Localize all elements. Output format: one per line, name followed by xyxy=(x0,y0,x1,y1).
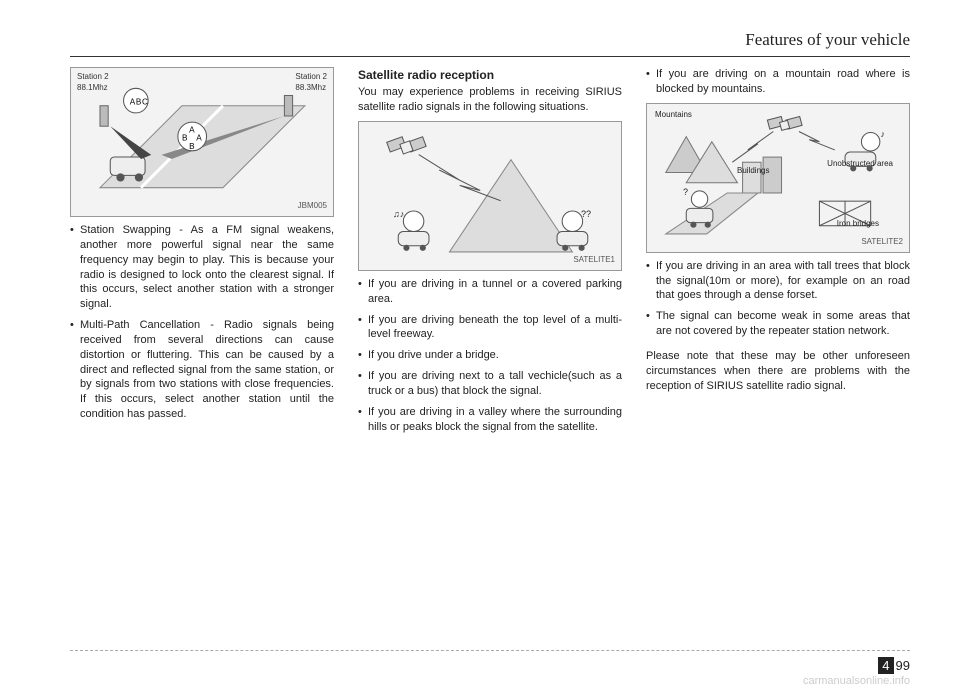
speech-bubble-question: ?? xyxy=(581,208,591,220)
page-number: 499 xyxy=(878,658,910,673)
figure-label-right: Station 2 88.3Mhz xyxy=(295,72,327,94)
section-heading: Satellite radio reception xyxy=(358,67,622,83)
speech-bubble-music: ♫♪ xyxy=(393,208,404,220)
list-item: • If you are driving next to a tall vech… xyxy=(358,369,622,399)
bullet-icon: • xyxy=(358,277,368,307)
label-iron-bridges: Iron bridges xyxy=(837,219,879,230)
footer-divider xyxy=(70,650,910,651)
bullet-icon: • xyxy=(646,259,656,304)
bullet-icon: • xyxy=(358,348,368,363)
intro-paragraph: You may experience problems in receiving… xyxy=(358,85,622,115)
bullet-text: Multi-Path Cancellation - Radio signals … xyxy=(80,318,334,422)
content-columns: Station 2 88.1Mhz Station 2 88.3Mhz ABC … xyxy=(70,67,910,440)
bullet-text: The signal can become weak in some areas… xyxy=(656,309,910,339)
bullet-text: If you are driving in a tunnel or a cove… xyxy=(368,277,622,307)
list-item: • Station Swapping - As a FM signal weak… xyxy=(70,223,334,312)
bullet-text: If you are driving next to a tall vechic… xyxy=(368,369,622,399)
section-number: 4 xyxy=(878,657,893,674)
column-2: Satellite radio reception You may experi… xyxy=(358,67,622,440)
bullet-icon: • xyxy=(646,67,656,97)
list-item: • If you drive under a bridge. xyxy=(358,348,622,363)
watermark: carmanualsonline.info xyxy=(803,675,910,687)
figure-fm-stations: Station 2 88.1Mhz Station 2 88.3Mhz ABC … xyxy=(70,67,334,217)
svg-text:B: B xyxy=(182,134,188,143)
svg-text:A: A xyxy=(196,134,202,143)
bullet-text: Station Swapping - As a FM signal weaken… xyxy=(80,223,334,312)
list-item: • Multi-Path Cancellation - Radio signal… xyxy=(70,318,334,422)
bullet-text: If you are driving in a valley where the… xyxy=(368,405,622,435)
closing-paragraph: Please note that these may be other unfo… xyxy=(646,349,910,394)
svg-text:B: B xyxy=(189,142,195,151)
bullet-icon: • xyxy=(358,313,368,343)
figure-code: JBM005 xyxy=(298,201,327,212)
list-item: • If you are driving in an area with tal… xyxy=(646,259,910,304)
bullet-icon: • xyxy=(358,405,368,435)
column-3: • If you are driving on a mountain road … xyxy=(646,67,910,440)
figure-satellite-1: ♫♪ ?? SATELITE1 xyxy=(358,121,622,271)
bullet-icon: • xyxy=(358,369,368,399)
column-1: Station 2 88.1Mhz Station 2 88.3Mhz ABC … xyxy=(70,67,334,440)
bullet-text: If you drive under a bridge. xyxy=(368,348,622,363)
label-mountains: Mountains xyxy=(655,110,692,121)
page-number-value: 99 xyxy=(896,658,910,673)
fm-sketch-icon: ABC AB AB xyxy=(78,75,327,208)
label-buildings: Buildings xyxy=(737,166,769,177)
list-item: • The signal can become weak in some are… xyxy=(646,309,910,339)
figure-code: SATELITE2 xyxy=(861,237,903,248)
figure-satellite-2: Mountains Buildings Unobstructed area Ir… xyxy=(646,103,910,253)
bullet-text: If you are driving on a mountain road wh… xyxy=(656,67,910,97)
page-header: Features of your vehicle xyxy=(70,30,910,57)
svg-text:A: A xyxy=(189,126,195,135)
figure-label-left: Station 2 88.1Mhz xyxy=(77,72,109,94)
svg-text:C: C xyxy=(142,98,148,107)
list-item: • If you are driving in a tunnel or a co… xyxy=(358,277,622,307)
label-unobstructed: Unobstructed area xyxy=(827,160,893,168)
satellite-sketch-icon xyxy=(366,129,615,262)
list-item: • If you are driving on a mountain road … xyxy=(646,67,910,97)
bullet-icon: • xyxy=(70,318,80,422)
bullet-icon: • xyxy=(646,309,656,339)
music-note-icon: ♪ xyxy=(881,128,886,140)
bullet-icon: • xyxy=(70,223,80,312)
svg-text:A: A xyxy=(129,98,135,107)
svg-text:B: B xyxy=(135,98,141,107)
question-bubble: ? xyxy=(683,186,688,198)
bullet-text: If you are driving in an area with tall … xyxy=(656,259,910,304)
figure-code: SATELITE1 xyxy=(573,255,615,266)
list-item: • If you are driving in a valley where t… xyxy=(358,405,622,435)
list-item: • If you are driving beneath the top lev… xyxy=(358,313,622,343)
bullet-text: If you are driving beneath the top level… xyxy=(368,313,622,343)
